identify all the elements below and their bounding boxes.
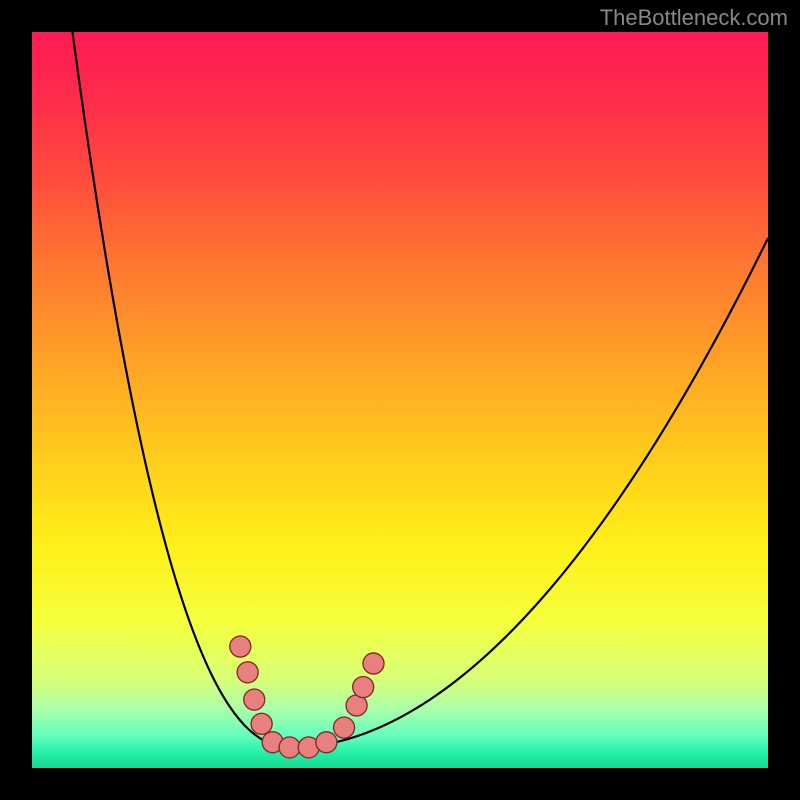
- marker-point: [363, 653, 384, 674]
- watermark-text: TheBottleneck.com: [600, 5, 788, 30]
- marker-point: [316, 732, 337, 753]
- plot-area: [32, 32, 768, 768]
- marker-point: [230, 636, 251, 657]
- bottleneck-chart: TheBottleneck.com: [0, 0, 800, 800]
- marker-point: [334, 717, 355, 738]
- marker-point: [244, 689, 265, 710]
- marker-point: [279, 737, 300, 758]
- marker-point: [237, 662, 258, 683]
- marker-point: [353, 677, 374, 698]
- marker-point: [251, 713, 272, 734]
